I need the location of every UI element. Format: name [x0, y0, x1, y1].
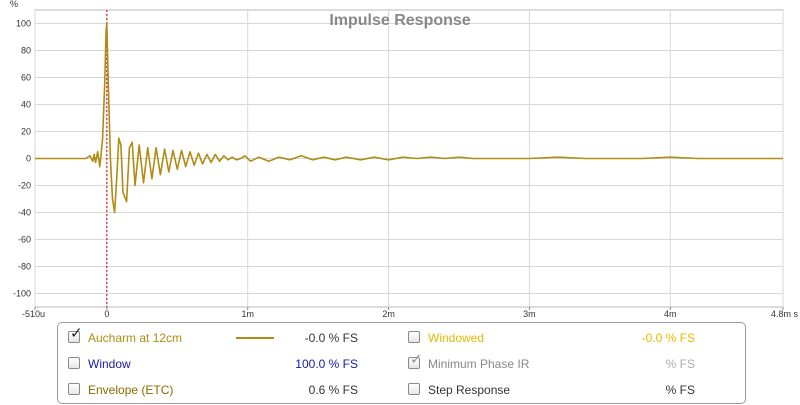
y-tick-label: 20 [21, 127, 31, 137]
aucharm-checkbox[interactable]: ✓ [68, 326, 83, 343]
checkmark-icon: ✓ [70, 325, 83, 342]
impulse-response-chart: 100 80 60 40 20 0 -20 -40 -60 -80 -100 -510u 0 1m 2m 3m… [10, 0, 799, 320]
minimum-phase-label: Minimum Phase IR [428, 357, 530, 371]
aucharm-line-swatch [236, 337, 274, 339]
x-tick-label: 4.8m s [771, 309, 799, 319]
envelope-checkbox[interactable] [68, 383, 80, 395]
y-tick-label: -60 [18, 235, 31, 245]
y-tick-label: -20 [18, 181, 31, 191]
windowed-label: Windowed [428, 331, 485, 345]
minimum-phase-value: % FS [665, 357, 695, 371]
window-checkbox[interactable] [68, 357, 80, 369]
legend-panel: ✓ Aucharm at 12cm -0.0 % FS Window 100.0… [57, 322, 746, 404]
series-line-aucharm [35, 22, 783, 214]
x-tick-label: -510u [22, 309, 45, 319]
legend-row-aucharm: ✓ Aucharm at 12cm -0.0 % FS [58, 326, 745, 348]
series-layer [35, 22, 783, 214]
y-tick-label: -80 [18, 262, 31, 272]
axis-ticks: 100 80 60 40 20 0 -20 -40 -60 -80 -100 -510u 0 1m 2m 3m… [13, 19, 799, 320]
legend-row-step-response: Step Response % FS [58, 380, 745, 400]
y-tick-label: -40 [18, 208, 31, 218]
envelope-value: 0.6 % FS [308, 383, 358, 397]
step-response-checkbox[interactable] [408, 383, 420, 395]
window-value: 100.0 % FS [295, 357, 358, 371]
y-tick-label: 80 [21, 46, 31, 56]
aucharm-value: -0.0 % FS [304, 331, 358, 345]
step-response-label: Step Response [428, 383, 511, 397]
checkmark-icon: ✓ [410, 351, 423, 368]
y-tick-label: 60 [21, 73, 31, 83]
y-axis-unit-label: % [10, 0, 18, 9]
y-tick-label: 0 [26, 154, 31, 164]
y-tick-label: 100 [16, 19, 31, 29]
legend-row-window: Window 100.0 % FS [58, 354, 745, 374]
step-response-value: % FS [665, 383, 695, 397]
y-tick-label: 40 [21, 100, 31, 110]
minimum-phase-checkbox[interactable]: ✓ [408, 352, 423, 369]
legend-row-windowed: Windowed -0.0 % FS [58, 328, 745, 348]
legend-row-minimum-phase: ✓ Minimum Phase IR % FS [58, 352, 745, 374]
windowed-value: -0.0 % FS [641, 331, 695, 345]
windowed-checkbox[interactable] [408, 331, 420, 343]
y-tick-label: -100 [13, 289, 31, 299]
window-label: Window [88, 357, 131, 371]
x-tick-label: 4m [664, 309, 677, 319]
x-tick-label: 1m [241, 309, 254, 319]
x-tick-label: 3m [523, 309, 536, 319]
x-tick-label: 2m [382, 309, 395, 319]
envelope-label: Envelope (ETC) [88, 383, 174, 397]
chart-title: Impulse Response [329, 12, 470, 29]
x-tick-label: 0 [104, 309, 109, 319]
legend-row-envelope: Envelope (ETC) 0.6 % FS [58, 380, 745, 400]
aucharm-label: Aucharm at 12cm [88, 331, 183, 345]
